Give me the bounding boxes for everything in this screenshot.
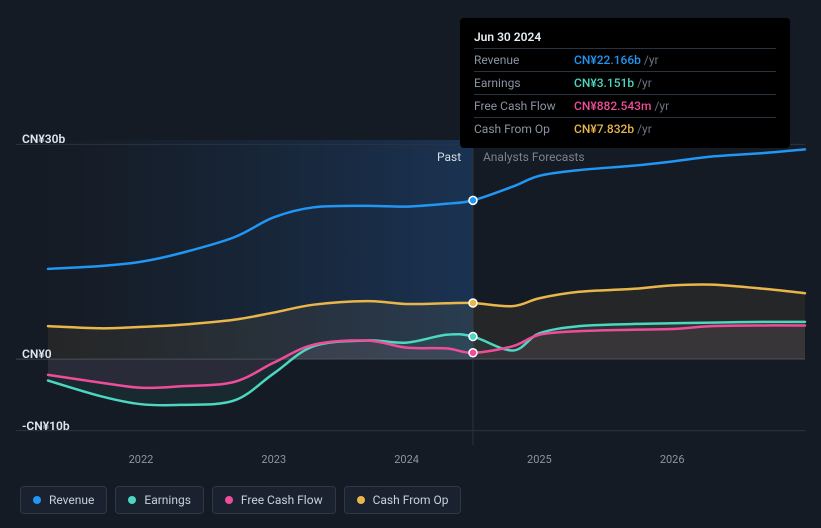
tooltip-row-unit: /yr	[644, 53, 659, 67]
financial-forecast-chart[interactable]: CN¥30b CN¥0 -CN¥10b 2022 2023 2024 2025 2026 P…	[0, 0, 821, 524]
data-tooltip: Jun 30 2024 RevenueCN¥22.166b/yrEarnings…	[460, 18, 790, 148]
forecast-label: Analysts Forecasts	[483, 150, 585, 164]
tooltip-row-label: Free Cash Flow	[474, 99, 574, 113]
legend-item-revenue[interactable]: Revenue	[20, 486, 107, 514]
x-tick-label: 2025	[527, 453, 552, 466]
marker-cfo	[469, 299, 477, 307]
legend-item-fcf[interactable]: Free Cash Flow	[212, 486, 336, 514]
legend-item-cfo[interactable]: Cash From Op	[344, 486, 462, 514]
legend-dot-icon	[357, 496, 365, 504]
legend-item-label: Cash From Op	[373, 493, 449, 507]
past-label: Past	[437, 150, 461, 164]
y-tick-label: -CN¥10b	[22, 419, 70, 433]
tooltip-row-unit: /yr	[637, 122, 652, 136]
legend-item-label: Free Cash Flow	[241, 493, 323, 507]
tooltip-row-value: CN¥22.166b	[574, 53, 641, 67]
legend-item-label: Revenue	[49, 493, 94, 507]
legend-dot-icon	[33, 496, 41, 504]
marker-fcf	[469, 349, 477, 357]
tooltip-date: Jun 30 2024	[474, 26, 776, 48]
tooltip-row-value: CN¥3.151b	[574, 76, 634, 90]
tooltip-row-value: CN¥7.832b	[574, 122, 634, 136]
x-tick-label: 2026	[660, 453, 685, 466]
tooltip-row-label: Earnings	[474, 76, 574, 90]
legend-item-label: Earnings	[144, 493, 191, 507]
tooltip-row: Free Cash FlowCN¥882.543m/yr	[474, 94, 776, 117]
marker-earnings	[469, 333, 477, 341]
x-tick-label: 2024	[394, 453, 419, 466]
legend-dot-icon	[225, 496, 233, 504]
tooltip-row-unit: /yr	[654, 99, 669, 113]
legend-dot-icon	[128, 496, 136, 504]
x-tick-label: 2022	[129, 453, 154, 466]
tooltip-row-unit: /yr	[637, 76, 652, 90]
y-tick-label: CN¥0	[22, 347, 52, 361]
chart-legend: Revenue Earnings Free Cash Flow Cash From O…	[20, 486, 461, 514]
y-tick-label: CN¥30b	[22, 132, 65, 146]
tooltip-row: EarningsCN¥3.151b/yr	[474, 71, 776, 94]
tooltip-row-label: Revenue	[474, 53, 574, 67]
tooltip-row-label: Cash From Op	[474, 122, 574, 136]
marker-revenue	[469, 196, 477, 204]
tooltip-row-value: CN¥882.543m	[574, 99, 651, 113]
x-tick-label: 2023	[261, 453, 286, 466]
legend-item-earnings[interactable]: Earnings	[115, 486, 204, 514]
tooltip-row: RevenueCN¥22.166b/yr	[474, 48, 776, 71]
tooltip-row: Cash From OpCN¥7.832b/yr	[474, 117, 776, 140]
